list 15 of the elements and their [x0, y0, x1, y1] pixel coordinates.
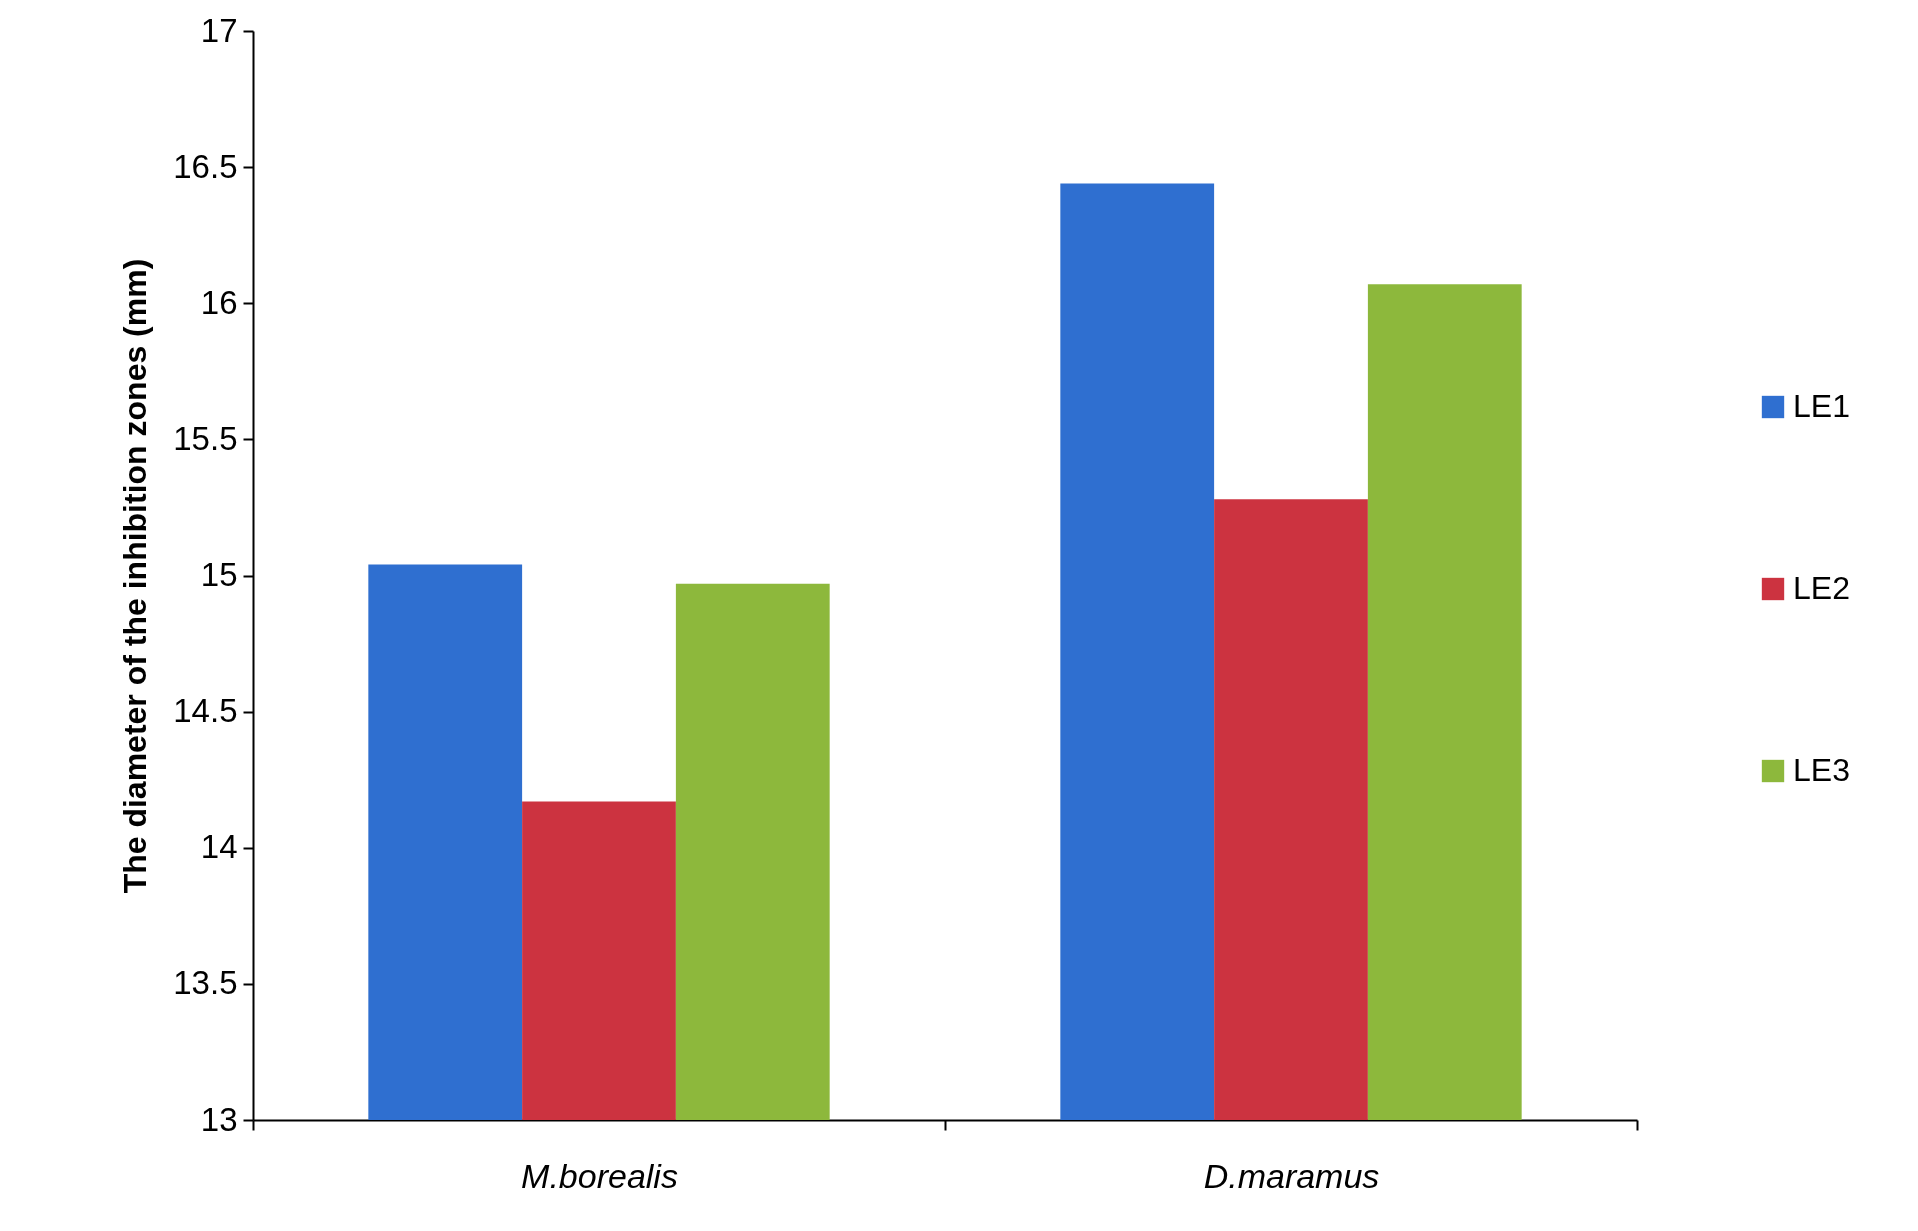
legend-label: LE2 [1793, 570, 1850, 606]
y-tick-label: 16.5 [173, 147, 238, 185]
legend-label: LE1 [1793, 388, 1850, 424]
y-tick-label: 15.5 [173, 419, 238, 457]
x-tick-label: M.borealis [521, 1156, 678, 1195]
legend-label: LE3 [1793, 752, 1850, 788]
x-tick-label: D.maramus [1203, 1156, 1380, 1195]
y-tick-label: 15 [200, 556, 238, 593]
y-tick-label: 14.5 [173, 692, 238, 730]
y-tick-label: 16 [200, 283, 238, 321]
y-tick-label: 17 [200, 11, 238, 49]
y-tick-label: 13 [200, 1100, 238, 1138]
y-tick-label: 14 [200, 828, 238, 866]
y-tick-label: 13.5 [173, 964, 238, 1002]
y-axis-title: The diameter of the inhibition zones (mm) [117, 258, 154, 894]
